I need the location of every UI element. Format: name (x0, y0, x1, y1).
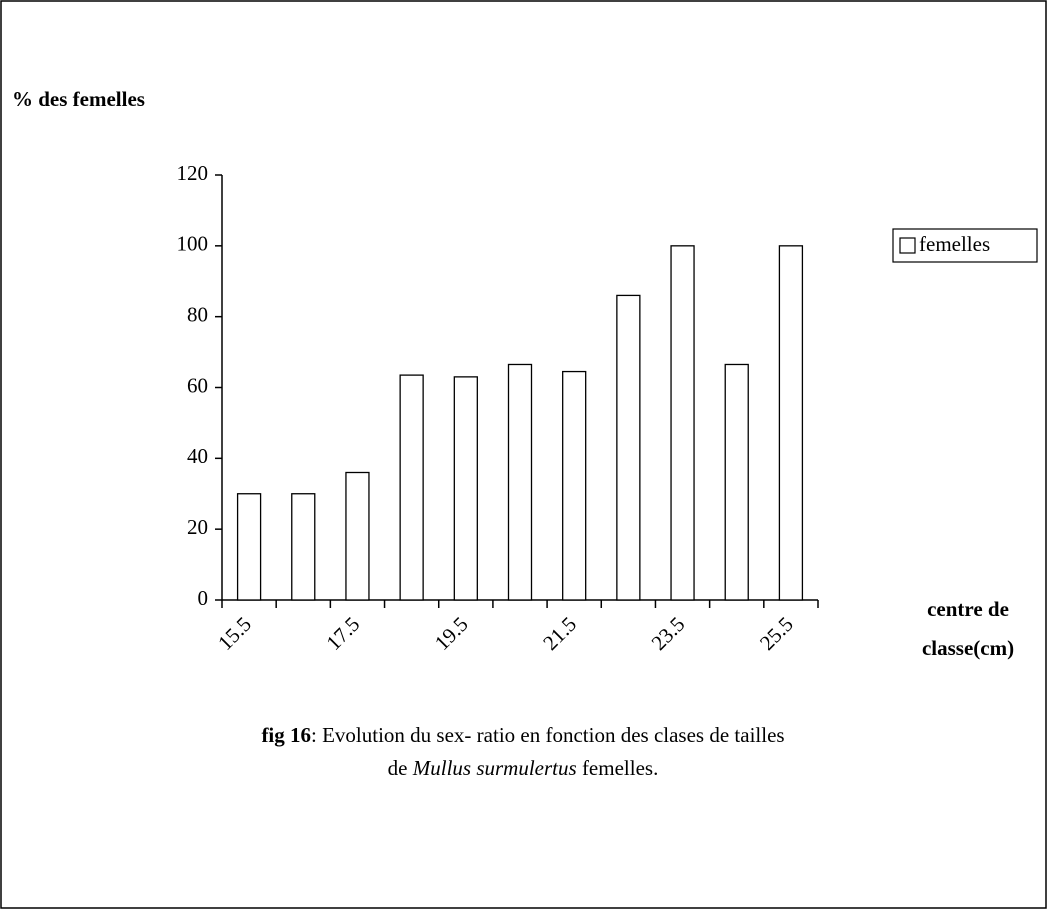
y-axis-label: % des femelles (12, 87, 145, 111)
caption-text: femelles. (577, 756, 659, 780)
bar (291, 493, 316, 601)
y-tick-label: 20 (187, 515, 208, 539)
y-tick-label: 0 (198, 586, 209, 610)
y-tick-label: 100 (177, 232, 209, 256)
bar (236, 493, 262, 601)
y-tick-label: 60 (187, 373, 208, 397)
bar (670, 245, 695, 601)
caption-text: de (388, 756, 413, 780)
caption-label: fig 16 (261, 723, 311, 747)
bar (724, 363, 749, 601)
y-tick-label: 40 (187, 444, 208, 468)
bar (507, 363, 533, 601)
bar (616, 294, 641, 601)
x-axis-label: centre de (927, 597, 1009, 621)
caption: fig 16: Evolution du sex- ratio en fonct… (261, 723, 784, 747)
bar (778, 245, 804, 601)
bar (562, 370, 587, 601)
legend-label: femelles (919, 232, 990, 256)
caption-species: Mullus surmulertus (412, 756, 577, 780)
legend-box (892, 228, 1038, 263)
caption: de Mullus surmulertus femelles. (388, 756, 659, 780)
legend-swatch (899, 237, 916, 254)
bar (453, 376, 478, 601)
x-axis-label: classe(cm) (922, 636, 1014, 660)
caption-text: : Evolution du sex- ratio en fonction de… (311, 723, 785, 747)
bar (345, 471, 370, 601)
bar (399, 374, 424, 601)
y-tick-label: 80 (187, 302, 208, 326)
y-tick-label: 120 (177, 161, 209, 185)
